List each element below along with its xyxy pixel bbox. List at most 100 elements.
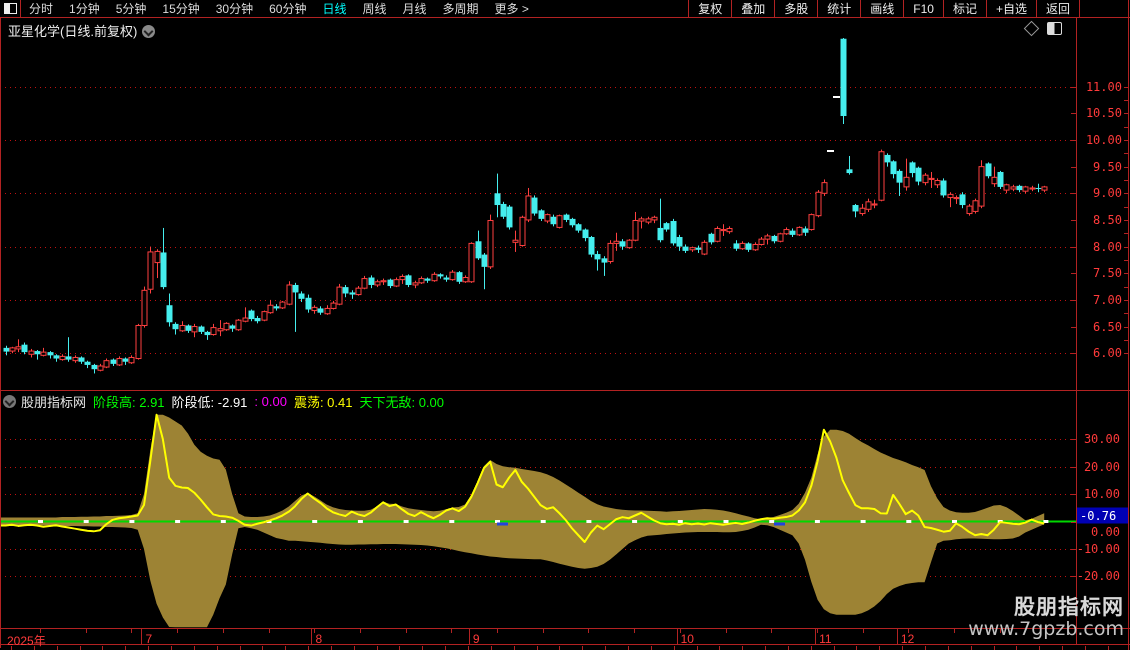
- indicator-value-天下无敌: 天下无敌: 0.00: [359, 394, 444, 410]
- indicator-value-震荡: 震荡: 0.41: [293, 394, 353, 410]
- month-label-7: 7: [145, 632, 153, 646]
- period-tab-更多>[interactable]: 更多 >: [494, 2, 529, 16]
- month-label-10: 10: [680, 632, 694, 646]
- week-tick: [816, 629, 818, 633]
- indicator-value-阶段低: 阶段低: -2.91: [171, 394, 248, 410]
- indicator-chart-canvas[interactable]: [0, 391, 1130, 628]
- toolbar-button-add自选[interactable]: +自选: [985, 0, 1036, 17]
- minor-tick: [1016, 646, 1018, 650]
- minor-tick: [79, 646, 81, 650]
- month-label-11: 11: [819, 632, 832, 646]
- minor-tick: [33, 646, 35, 650]
- right-border-line: [1128, 0, 1129, 650]
- toolbar-button-返回[interactable]: 返回: [1035, 0, 1080, 17]
- minor-tick: [925, 646, 926, 650]
- minor-tick: [947, 646, 949, 650]
- week-tick: [999, 629, 1001, 633]
- toolbar-button-多股[interactable]: 多股: [774, 0, 817, 17]
- minor-tick: [879, 646, 881, 650]
- toolbar-button-叠加[interactable]: 叠加: [731, 0, 774, 17]
- minor-tick: [353, 646, 355, 650]
- split-window-button[interactable]: [0, 0, 21, 17]
- toolbar-button-标记[interactable]: 标记: [942, 0, 986, 17]
- period-tab-周线[interactable]: 周线: [362, 2, 387, 16]
- minor-tick: [445, 646, 447, 650]
- watermark-url: www.7gpzb.com: [968, 618, 1124, 641]
- week-tick: [1045, 629, 1047, 633]
- period-tab-30分钟[interactable]: 30分钟: [215, 2, 254, 16]
- page-title: 亚星化学(日线.前复权): [8, 21, 156, 40]
- minor-tick: [422, 646, 424, 650]
- minor-tick: [468, 646, 469, 650]
- week-tick: [954, 629, 955, 633]
- period-tab-月线[interactable]: 月线: [402, 2, 427, 16]
- minor-tick: [536, 646, 538, 650]
- toolbar-button-画线[interactable]: 画线: [860, 0, 903, 17]
- minor-tick: [856, 646, 858, 650]
- minor-tick: [605, 646, 607, 650]
- time-axis-top-line: [0, 628, 1130, 629]
- week-tick: [222, 629, 224, 633]
- week-tick: [268, 629, 270, 633]
- week-tick: [771, 629, 773, 633]
- panel-divider-line: [0, 390, 1130, 391]
- month-separator: [141, 629, 143, 644]
- period-tab-1分钟[interactable]: 1分钟: [69, 2, 100, 16]
- minor-tick: [765, 646, 767, 650]
- chevron-down-circle-icon[interactable]: [142, 25, 156, 38]
- minor-tick: [1039, 646, 1041, 650]
- year-label: 2025年: [7, 634, 46, 648]
- time-axis[interactable]: 2025年 7 8 9 10 11 12: [0, 628, 1130, 650]
- left-border-line: [0, 18, 1, 648]
- period-tab-日线[interactable]: 日线: [322, 2, 347, 16]
- minor-tick: [308, 646, 310, 650]
- chart-title-bar: 亚星化学(日线.前复权): [0, 18, 1130, 40]
- toolbar-button-复权[interactable]: 复权: [688, 0, 731, 17]
- minor-tick: [1062, 646, 1064, 650]
- indicator-value-阶段高: 阶段高: 2.91: [93, 394, 165, 410]
- indicator-collapse-icon[interactable]: [3, 394, 16, 408]
- period-tab-15分钟[interactable]: 15分钟: [162, 2, 200, 16]
- month-label-8: 8: [315, 632, 323, 646]
- minor-tick: [513, 646, 515, 650]
- action-buttons: 复权 叠加 多股 统计 画线 F10 标记 +自选 返回: [688, 0, 1080, 17]
- minor-tick: [993, 646, 995, 650]
- month-separator: [815, 629, 817, 644]
- period-tab-分时[interactable]: 分时: [29, 2, 54, 16]
- week-tick: [497, 629, 498, 633]
- toolbar-button-统计[interactable]: 统计: [817, 0, 860, 17]
- period-tab-多周期[interactable]: 多周期: [442, 2, 479, 16]
- minor-tick: [11, 646, 12, 650]
- week-tick: [862, 629, 864, 633]
- minor-tick: [787, 646, 789, 650]
- week-tick: [177, 629, 179, 633]
- minor-tick: [559, 646, 561, 650]
- minor-tick: [650, 646, 652, 650]
- minor-tick: [902, 646, 904, 650]
- minor-tick: [582, 646, 584, 650]
- minor-tick: [696, 646, 698, 650]
- toolbar-button-F10[interactable]: F10: [903, 0, 943, 17]
- minor-tick: [833, 646, 835, 650]
- week-tick: [634, 629, 636, 633]
- period-tabs: 分时 1分钟 5分钟 15分钟 30分钟 60分钟 日线 周线 月线 多周期 更多 >: [0, 0, 537, 17]
- period-tab-5分钟[interactable]: 5分钟: [115, 2, 147, 16]
- minor-tick: [102, 646, 104, 650]
- window-split-icon[interactable]: [1047, 22, 1062, 35]
- minor-tick: [170, 646, 172, 650]
- indicator-value-: : 0.00: [254, 393, 287, 409]
- price-axis-line: [1076, 18, 1077, 644]
- period-tab-60分钟[interactable]: 60分钟: [269, 2, 307, 16]
- main-chart-canvas[interactable]: [0, 38, 1130, 391]
- split-window-icon: [3, 3, 17, 14]
- week-tick: [908, 629, 910, 633]
- time-axis-bottom-line: [0, 644, 1130, 645]
- week-tick: [451, 629, 453, 633]
- week-tick: [405, 629, 407, 633]
- minor-tick: [1084, 646, 1086, 650]
- month-separator: [468, 629, 470, 644]
- diamond-icon[interactable]: [1023, 20, 1040, 37]
- week-tick: [588, 629, 590, 633]
- indicator-header: 股朋指标网 阶段高: 2.91 阶段低: -2.91: 0.00 震荡: 0.41 天…: [3, 393, 451, 410]
